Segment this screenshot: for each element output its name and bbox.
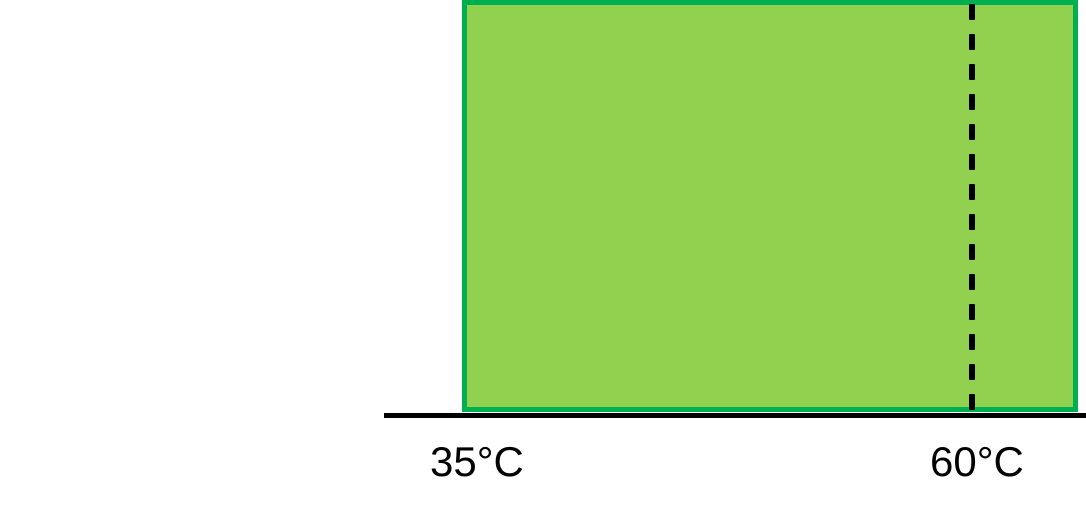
range-box (462, 0, 1078, 412)
threshold-dashed-line (969, 0, 975, 412)
diagram-stage: 35°C 60°C (0, 0, 1086, 508)
axis-label-left: 35°C (430, 438, 524, 486)
axis-label-right: 60°C (930, 438, 1024, 486)
x-axis (384, 413, 1086, 418)
